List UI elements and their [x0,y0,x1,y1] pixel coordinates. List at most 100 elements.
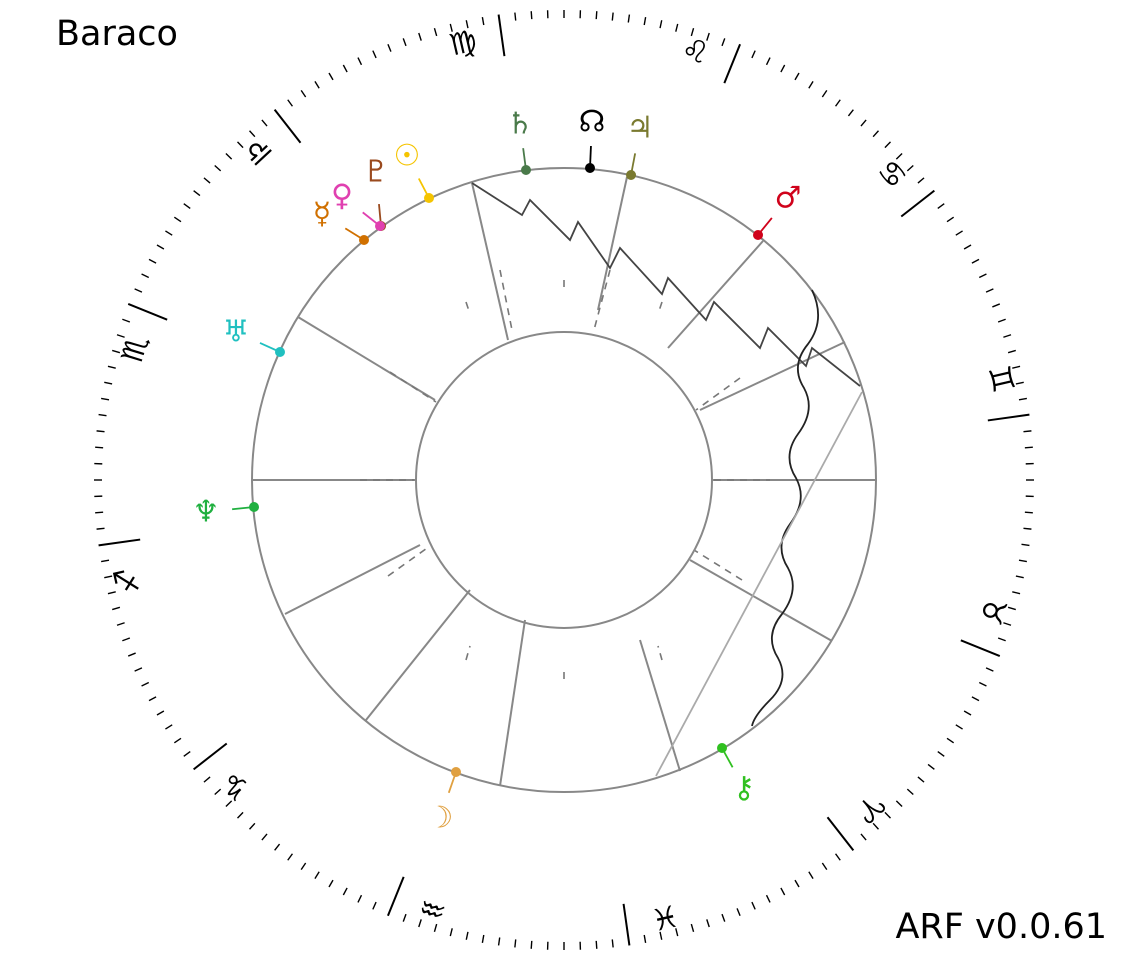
degree-tick [690,28,695,37]
planet-sun: ☉ [394,139,434,203]
degree-tick [95,446,104,449]
house-cusp [471,182,509,341]
degree-tick [611,12,614,21]
planet-jupiter: ♃ [626,111,654,180]
planet-dot [585,163,595,173]
degree-tick [706,919,710,928]
degree-tick [884,811,891,819]
planet-moon: ☽ [427,767,461,836]
degree-tick [963,244,972,250]
house-dash [657,645,663,661]
house-cusp [597,176,628,311]
aspect-lines [471,182,863,777]
degree-tick [736,908,741,917]
degree-tick [112,349,121,354]
sign-boundary-tick [826,816,855,851]
zodiac-signs: ♈ ♉ ♊ ♋ ♌ ♍ ♎ ♏ ♐ ♑ ♒ ♓ [107,23,1020,936]
degree-tick [917,776,925,783]
degree-tick [997,318,1006,323]
sign-capricorn-icon: ♑ [214,764,258,808]
planet-mercury: ☿ [313,197,369,245]
degree-tick [659,20,663,29]
degree-tick [1021,543,1030,547]
degree-tick [127,652,136,657]
degree-tick [794,72,800,81]
degree-tick [449,23,453,32]
degree-tick [402,38,407,47]
degree-tick [971,696,980,702]
degree-tick [834,853,841,861]
degree-tick [497,937,501,946]
degree-tick [937,203,945,210]
degree-tick [107,365,116,369]
degree-tick [847,109,854,117]
degree-tick [148,258,157,264]
degree-tick [917,177,925,184]
degree-tick [821,89,828,98]
degree-tick [287,99,294,107]
degree-tick [193,190,201,197]
sign-virgo-icon: ♍ [446,23,480,63]
degree-tick [225,153,233,160]
degree-tick [751,50,756,59]
planet-venus: ♀ [331,179,385,231]
degree-tick [418,32,422,41]
venus-icon: ♀ [331,179,353,214]
degree-tick [237,811,244,819]
degree-tick [465,931,469,940]
degree-tick [1007,349,1016,354]
degree-tick [721,38,726,47]
planet-neptune: ♆ [193,495,259,530]
degree-tick [328,72,334,81]
planet-dot [275,347,285,357]
degree-tick [342,64,348,73]
moon-icon: ☽ [427,801,454,836]
degree-tick [1015,381,1024,385]
sign-pisces-icon: ♓ [648,896,682,936]
degree-tick [274,843,281,851]
sign-libra-icon: ♎ [237,130,281,174]
degree-tick [690,923,695,932]
degree-tick [627,14,631,23]
degree-tick [997,637,1006,642]
degree-tick [104,381,113,385]
planet-north-node: ☊ [579,105,605,173]
sign-boundary-tick [960,639,1001,657]
degree-tick [183,750,191,757]
sign-boundary-tick [900,189,935,218]
aspect-line-jagged [471,182,861,387]
degree-tick [721,913,726,922]
aspect-line-wavy [751,289,819,727]
degree-tick [402,913,407,922]
degree-tick [1012,591,1021,595]
sign-boundary-tick [98,538,141,547]
degree-tick [675,928,679,937]
degree-tick [122,637,131,642]
degree-tick [834,99,841,107]
degree-tick [1007,606,1016,611]
degree-tick [342,887,348,896]
degree-tick [906,788,914,796]
degree-tick [985,667,994,672]
sign-boundary-tick [723,43,741,84]
degree-tick [860,119,867,127]
degree-tick [300,89,307,98]
degree-tick [808,81,814,89]
degree-tick [860,833,867,841]
jupiter-icon: ♃ [627,111,654,146]
degree-tick [141,273,150,279]
degree-tick [433,28,438,37]
degree-tick [248,822,256,830]
degree-tick [165,724,173,730]
degree-tick [985,288,994,293]
degree-tick [1003,334,1012,338]
degree-tick [955,230,963,236]
version-label: ARF v0.0.61 [895,907,1107,947]
planet-mars: ♂ [753,181,801,240]
degree-tick [1024,511,1033,514]
degree-tick [101,397,110,401]
planet-dot [521,165,531,175]
planet-chiron: ⚷ [717,743,755,806]
sign-boundary-tick [387,876,405,917]
